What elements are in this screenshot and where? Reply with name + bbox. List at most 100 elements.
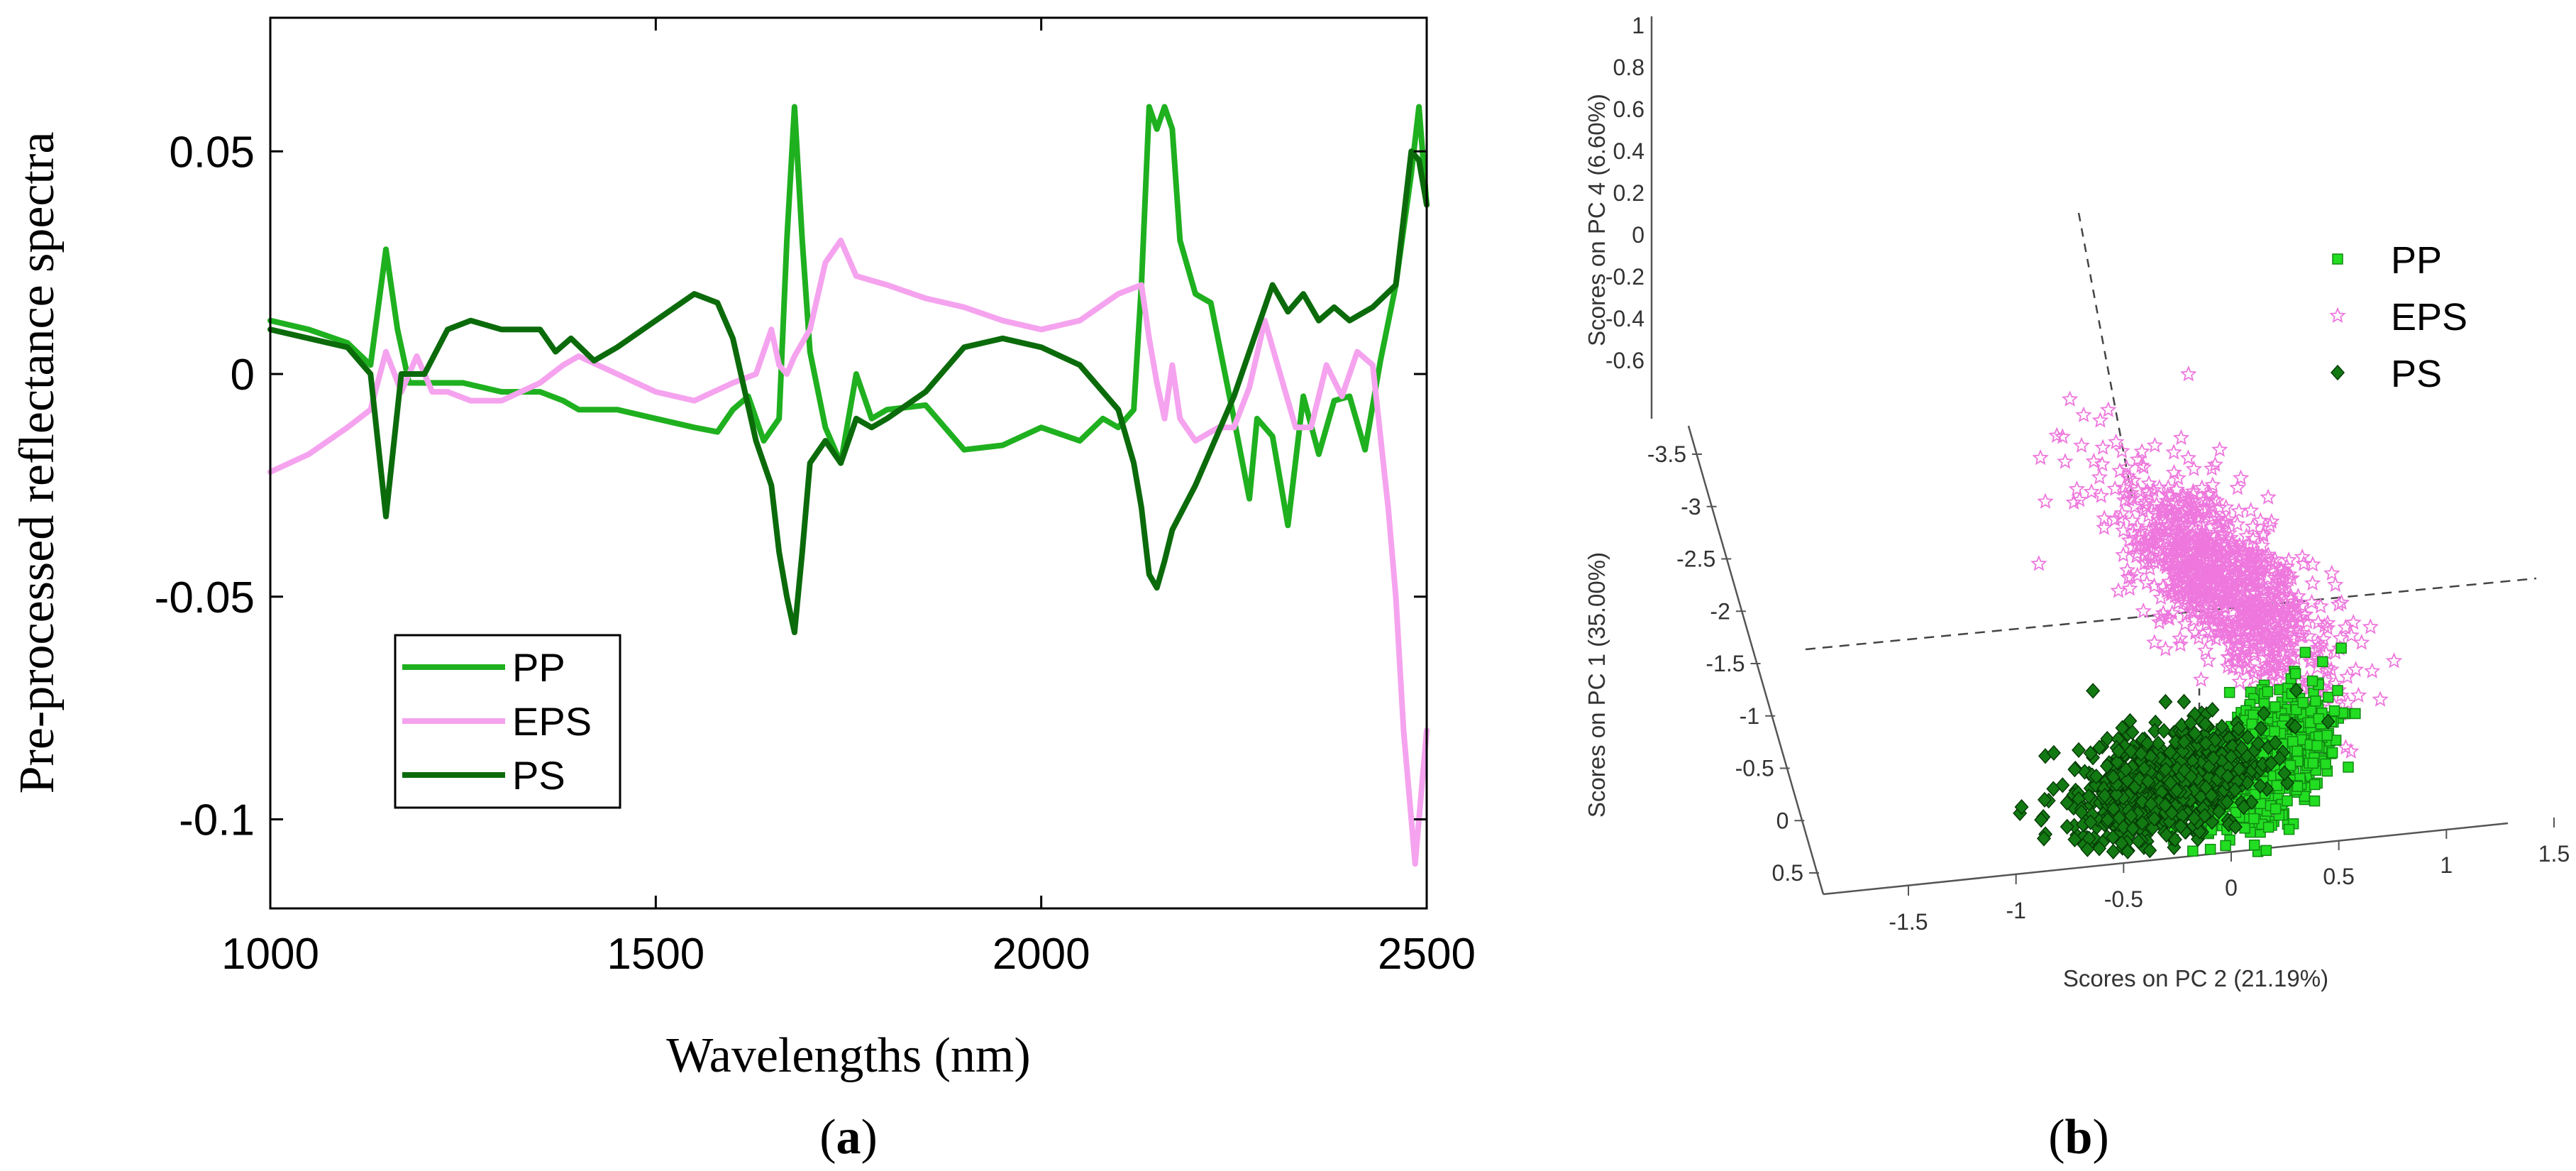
scatter-point-ps (2184, 769, 2199, 785)
scatter-point-eps (2280, 639, 2297, 656)
panel-a-y-axis-label: Pre-processed reflectance spectra (10, 132, 65, 794)
scatter-point-eps (2116, 478, 2133, 495)
scatter-point-eps (2221, 614, 2238, 631)
scatter-point-eps (2228, 556, 2245, 573)
scatter-point-eps (2196, 595, 2213, 612)
scatter-point-eps (2206, 456, 2224, 472)
scatter-point-ps (2086, 683, 2101, 699)
scatter-point-ps (2140, 773, 2155, 789)
scatter-point-ps (2231, 720, 2246, 737)
scatter-point-ps (2236, 799, 2251, 815)
scatter-point-eps (2201, 485, 2218, 502)
scatter-point-eps (2054, 428, 2071, 444)
panel-b-ticks: 1 0.8 0.6 0.4 0.2 0 -0.2 -0.4 -0.6 -3.5 -3 -2.5 -2 -1… (1605, 13, 2570, 935)
scatter-point-ps (2214, 718, 2229, 735)
scatter-point-pp (2326, 747, 2338, 759)
scatter-point-ps (2251, 735, 2266, 752)
scatter-point-eps (2270, 593, 2287, 609)
scatter-point-eps (2197, 524, 2215, 540)
scatter-point-ps (2060, 818, 2074, 835)
scatter-point-eps (2260, 628, 2278, 644)
scatter-point-eps (2073, 436, 2090, 453)
scatter-point-eps (2106, 480, 2123, 496)
scatter-point-eps (2158, 492, 2175, 508)
scatter-point-eps (2118, 458, 2135, 475)
panel-a-legend: PP EPS PS (394, 634, 621, 809)
scatter-point-eps (2204, 610, 2221, 627)
panel-b-scatter-points (2013, 365, 2403, 860)
y-tick-label: -1.5 (1706, 651, 1745, 676)
scatter-point-pp (2269, 725, 2280, 737)
scatter-point-pp (2270, 701, 2281, 713)
scatter-point-eps (2126, 497, 2143, 515)
scatter-point-ps (2046, 781, 2061, 797)
scatter-point-pp (2328, 705, 2340, 717)
scatter-point-eps (2163, 584, 2181, 600)
series-line-eps (267, 237, 1430, 867)
scatter-point-eps (2113, 442, 2130, 458)
scatter-point-eps (2282, 590, 2299, 606)
scatter-point-ps (2169, 782, 2184, 798)
scatter-point-ps (2240, 729, 2255, 745)
scatter-point-pp (2299, 647, 2311, 658)
scatter-point-eps (2194, 479, 2211, 495)
scatter-point-eps (2113, 505, 2130, 521)
scatter-point-eps (2337, 618, 2354, 635)
scatter-point-ps (2268, 735, 2283, 751)
scatter-point-pp (2317, 656, 2328, 668)
scatter-point-eps (2154, 503, 2171, 519)
scatter-point-eps (2270, 630, 2287, 646)
scatter-point-pp (2287, 736, 2299, 747)
scatter-point-eps (2229, 637, 2246, 654)
scatter-point-ps (2198, 716, 2213, 732)
scatter-point-eps (2152, 608, 2169, 624)
scatter-point-pp (2283, 823, 2295, 835)
scatter-point-pp (2292, 745, 2303, 757)
scatter-point-eps (2169, 573, 2187, 590)
scatter-point-pp (2271, 779, 2283, 791)
scatter-point-ps (2097, 788, 2112, 804)
scatter-point-eps (2385, 652, 2403, 669)
scatter-point-ps (2060, 795, 2074, 811)
scatter-point-pp (2343, 762, 2354, 773)
scatter-point-ps (2080, 841, 2095, 857)
scatter-point-ps (2199, 735, 2213, 752)
scatter-point-eps (2197, 642, 2214, 658)
scatter-point-eps (2099, 401, 2117, 417)
scatter-point-eps (2245, 530, 2262, 546)
scatter-point-eps (2252, 604, 2270, 621)
scatter-point-ps (2321, 713, 2335, 730)
panel-a-caption-letter: a (836, 1110, 861, 1165)
scatter-point-eps (2294, 627, 2311, 644)
scatter-point-eps (2315, 630, 2332, 647)
scatter-point-ps (2159, 827, 2174, 843)
scatter-point-pp (2332, 685, 2343, 696)
scatter-point-eps (2158, 552, 2175, 568)
scatter-point-eps (2350, 686, 2367, 703)
scatter-point-eps (2342, 742, 2360, 759)
scatter-point-eps (2291, 608, 2309, 625)
scatter-point-eps (2192, 671, 2210, 687)
y-tick-label: 0 (231, 351, 255, 400)
scatter-point-pp (2223, 686, 2235, 698)
scatter-point-eps (2111, 462, 2128, 478)
scatter-point-ps (2106, 769, 2121, 786)
scatter-point-ps (2037, 791, 2052, 808)
scatter-point-eps (2159, 608, 2177, 625)
x-tick-label: 2500 (1378, 930, 1476, 979)
scatter-point-ps (2157, 722, 2172, 740)
scatter-point-eps (2075, 406, 2092, 422)
scatter-point-eps (2229, 646, 2246, 662)
scatter-point-eps (2243, 615, 2260, 632)
scatter-point-eps (2133, 443, 2150, 459)
scatter-point-ps (2228, 818, 2243, 835)
scatter-point-eps (2185, 460, 2203, 476)
scatter-point-eps (2184, 483, 2202, 499)
scatter-point-ps (2147, 810, 2162, 827)
scatter-point-eps (2190, 629, 2208, 645)
scatter-point-pp (2307, 757, 2319, 769)
scatter-point-eps (2129, 481, 2147, 497)
scatter-point-eps (2121, 580, 2138, 596)
scatter-point-pp (2246, 718, 2257, 730)
scatter-point-eps (2133, 456, 2150, 473)
